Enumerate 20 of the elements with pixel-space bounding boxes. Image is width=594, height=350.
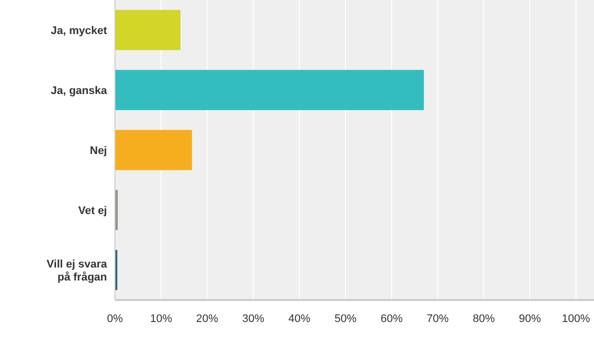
x-tick-label: 30% <box>242 313 265 325</box>
x-tick-label: 10% <box>150 313 172 325</box>
x-tick-label: 40% <box>288 313 311 325</box>
x-tick-label: 80% <box>472 313 496 325</box>
bar <box>115 70 424 110</box>
y-tick-label: Nej <box>90 145 107 157</box>
y-tick-label: Ja, mycket <box>50 25 108 37</box>
x-tick-label: 60% <box>380 313 403 325</box>
x-tick-label: 90% <box>518 313 542 325</box>
x-tick-label: 50% <box>334 313 357 325</box>
x-tick-label: 70% <box>426 313 449 325</box>
x-tick-label: 20% <box>196 313 218 325</box>
x-tick-label: 100% <box>562 313 590 325</box>
bar <box>115 10 180 50</box>
x-tick-label: 0% <box>107 313 124 325</box>
bar <box>115 130 192 170</box>
y-tick-label: Vill ej svara på frågan <box>46 258 108 284</box>
bar <box>115 190 118 230</box>
y-tick-label: Vet ej <box>78 205 107 217</box>
y-tick-label: Ja, ganska <box>50 85 108 97</box>
